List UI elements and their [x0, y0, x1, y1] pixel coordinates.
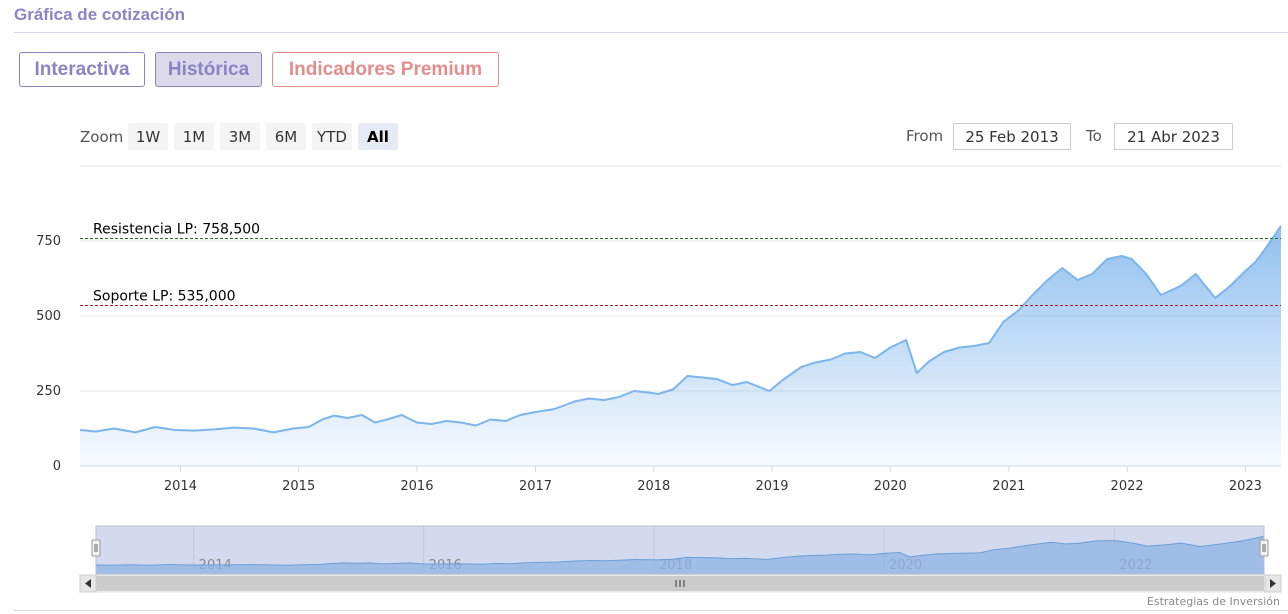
credits-label: Estrategias de Inversión	[1146, 595, 1280, 608]
page-title: Gráfica de cotización	[14, 5, 185, 24]
resistance-label: Resistencia LP: 758,500	[93, 221, 260, 237]
x-tick-label: 2020	[874, 479, 907, 494]
zoom-ytd-button[interactable]: YTD	[312, 123, 352, 150]
y-tick-label: 750	[36, 234, 61, 249]
y-tick-label: 500	[36, 309, 61, 324]
x-tick-label: 2016	[400, 479, 433, 494]
zoom-1m-button[interactable]: 1M	[174, 123, 214, 150]
tab-historica[interactable]: Histórica	[155, 52, 262, 87]
zoom-all-button[interactable]: All	[358, 123, 398, 150]
tab-indicadores-premium[interactable]: Indicadores Premium	[272, 52, 499, 87]
from-date-input[interactable]: 25 Feb 2013	[953, 123, 1071, 150]
x-tick-label: 2017	[519, 479, 552, 494]
zoom-label: Zoom	[80, 128, 124, 146]
x-tick-label: 2022	[1111, 479, 1144, 494]
title-divider	[14, 32, 1288, 33]
navigator-area	[96, 536, 1264, 574]
y-tick-label: 250	[36, 384, 61, 399]
support-label: Soporte LP: 535,000	[93, 289, 236, 305]
price-area	[80, 226, 1281, 466]
arrow-left-icon	[85, 579, 91, 588]
zoom-6m-button[interactable]: 6M	[266, 123, 306, 150]
x-tick-label: 2018	[637, 479, 670, 494]
navigator-right-handle[interactable]	[1259, 539, 1269, 557]
to-date-input[interactable]: 21 Abr 2023	[1114, 123, 1233, 150]
from-label: From	[906, 127, 944, 145]
y-tick-label: 0	[53, 459, 61, 474]
price-line	[79, 225, 1282, 434]
x-tick-label: 2023	[1229, 479, 1262, 494]
navigator-left-handle[interactable]	[91, 539, 101, 557]
zoom-1w-button[interactable]: 1W	[128, 123, 168, 150]
x-tick-label: 2014	[164, 479, 197, 494]
navigator-line	[95, 535, 1265, 566]
x-tick-label: 2021	[992, 479, 1025, 494]
zoom-3m-button[interactable]: 3M	[220, 123, 260, 150]
tab-interactiva[interactable]: Interactiva	[19, 52, 145, 87]
x-tick-label: 2019	[755, 479, 788, 494]
to-label: To	[1086, 127, 1102, 145]
arrow-right-icon	[1270, 579, 1276, 588]
bottom-divider	[14, 610, 1288, 611]
x-tick-label: 2015	[282, 479, 315, 494]
